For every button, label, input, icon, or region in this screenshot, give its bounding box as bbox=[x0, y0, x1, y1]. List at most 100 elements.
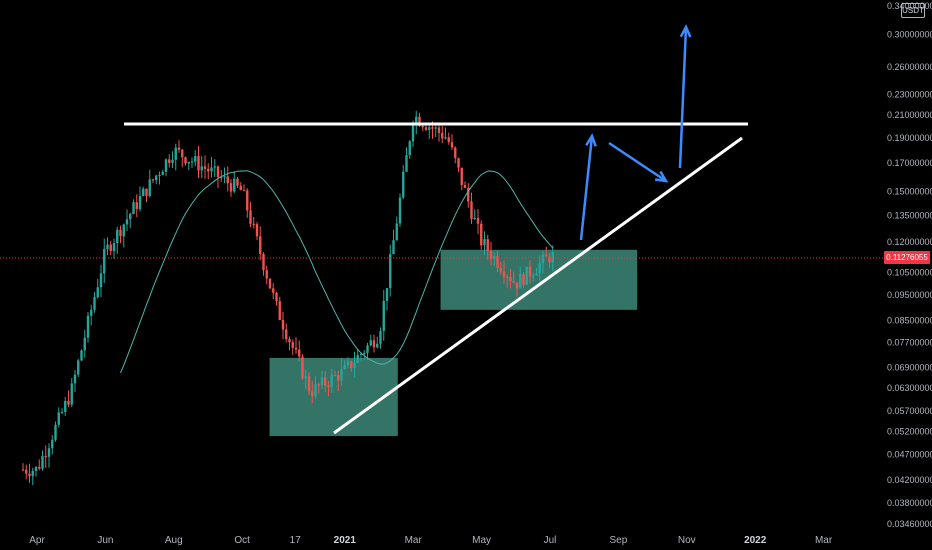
time-axis: Apr Jun Aug Oct 17 2021 Mar May Jul Sep Nov 2022 Mar bbox=[29, 535, 833, 546]
candle-body bbox=[142, 188, 145, 197]
candle-body bbox=[431, 127, 434, 129]
candle-body bbox=[255, 224, 259, 237]
candle-body bbox=[454, 147, 457, 159]
candle-body bbox=[236, 178, 239, 186]
candle-body bbox=[304, 376, 307, 379]
candle-body bbox=[233, 178, 236, 192]
candle-body bbox=[187, 161, 190, 164]
candle-body bbox=[155, 175, 158, 181]
candle-body bbox=[80, 350, 83, 361]
price-tick-label: 0.05700000 bbox=[887, 406, 932, 416]
arrow-down-head bbox=[654, 170, 669, 183]
price-tick-label: 0.05200000 bbox=[887, 427, 932, 437]
candle-body bbox=[265, 270, 268, 279]
candle-body bbox=[467, 187, 470, 202]
candle-body bbox=[496, 255, 499, 268]
candle-body bbox=[411, 123, 415, 142]
candle-body bbox=[106, 244, 109, 250]
candle-body bbox=[444, 137, 447, 139]
candle-body bbox=[203, 166, 207, 169]
candle-body bbox=[161, 171, 164, 175]
candle-body bbox=[402, 171, 405, 198]
candle-body bbox=[70, 383, 73, 405]
candle-body bbox=[184, 157, 187, 164]
price-tick-label: 0.12000000 bbox=[887, 237, 932, 247]
time-tick-label: Jun bbox=[97, 535, 113, 546]
candle-body bbox=[372, 340, 376, 348]
price-tick-label: 0.06900000 bbox=[887, 363, 932, 373]
candle-body bbox=[363, 352, 366, 354]
candle-body bbox=[281, 319, 285, 330]
arrow-up-1 bbox=[579, 135, 594, 241]
price-tick-label: 0.07700000 bbox=[887, 338, 932, 348]
candle-body bbox=[509, 277, 512, 282]
time-tick-label: Aug bbox=[165, 535, 183, 546]
candle-body bbox=[337, 375, 340, 381]
candle-body bbox=[90, 309, 93, 316]
candle-body bbox=[207, 168, 210, 172]
candle-body bbox=[545, 254, 548, 257]
candle-body bbox=[60, 411, 64, 413]
candle-body bbox=[259, 236, 262, 254]
candle-body bbox=[138, 196, 142, 210]
candle-body bbox=[73, 374, 77, 384]
candle-body bbox=[320, 377, 324, 386]
candle-body bbox=[77, 360, 80, 375]
candle-body bbox=[28, 473, 31, 477]
candle-body bbox=[350, 361, 353, 368]
candle-body bbox=[294, 347, 298, 350]
candle-body bbox=[239, 185, 242, 191]
price-tick-label: 0.15000000 bbox=[887, 187, 932, 197]
candle-body bbox=[385, 288, 389, 301]
candle-body bbox=[135, 202, 138, 210]
candle-body bbox=[415, 116, 418, 124]
candle-body bbox=[314, 384, 317, 397]
candle-body bbox=[457, 158, 460, 168]
candle-body bbox=[379, 330, 382, 344]
candle-body bbox=[528, 266, 532, 277]
candle-body bbox=[428, 127, 431, 130]
time-tick-label: 2022 bbox=[744, 535, 767, 546]
candle-body bbox=[99, 273, 103, 288]
candle-body bbox=[519, 274, 522, 289]
candle-body bbox=[122, 224, 125, 237]
candle-body bbox=[395, 223, 398, 241]
candle-body bbox=[34, 467, 38, 471]
time-tick-label: 17 bbox=[290, 535, 302, 546]
candle-body bbox=[125, 219, 129, 225]
arrow-up-2 bbox=[678, 26, 688, 169]
candle-body bbox=[226, 176, 229, 184]
candle-body bbox=[317, 384, 320, 386]
candle-body bbox=[268, 278, 272, 289]
candle-body bbox=[93, 297, 96, 310]
candle-body bbox=[522, 274, 525, 285]
currency-badge[interactable]: USDT bbox=[901, 3, 925, 18]
candle-body bbox=[285, 329, 288, 340]
time-tick-label: Jul bbox=[544, 535, 557, 546]
candle-body bbox=[190, 161, 194, 163]
candle-body bbox=[103, 249, 106, 274]
price-tick-label: 0.30000000 bbox=[887, 29, 932, 39]
candle-body bbox=[168, 159, 171, 163]
candle-body bbox=[392, 240, 395, 255]
candle-body bbox=[366, 345, 369, 353]
candle-body bbox=[44, 456, 47, 458]
candle-body bbox=[119, 229, 122, 237]
candle-body bbox=[262, 253, 265, 271]
candle-body bbox=[200, 166, 203, 171]
candle-body bbox=[272, 288, 275, 293]
candle-body bbox=[116, 229, 119, 244]
price-axis: 0.34000000 0.30000000 0.26000000 0.23000000… bbox=[887, 1, 932, 529]
candle-body bbox=[418, 116, 421, 126]
time-tick-label: May bbox=[472, 535, 491, 546]
arrow-down bbox=[608, 141, 667, 183]
demand-zones bbox=[269, 249, 638, 437]
candle-body bbox=[129, 214, 132, 220]
candle-body bbox=[278, 301, 281, 320]
time-tick-label: Oct bbox=[234, 535, 250, 546]
candle-body bbox=[356, 355, 359, 363]
candle-body bbox=[483, 239, 486, 246]
candle-body bbox=[486, 239, 489, 251]
candle-body bbox=[307, 376, 311, 392]
